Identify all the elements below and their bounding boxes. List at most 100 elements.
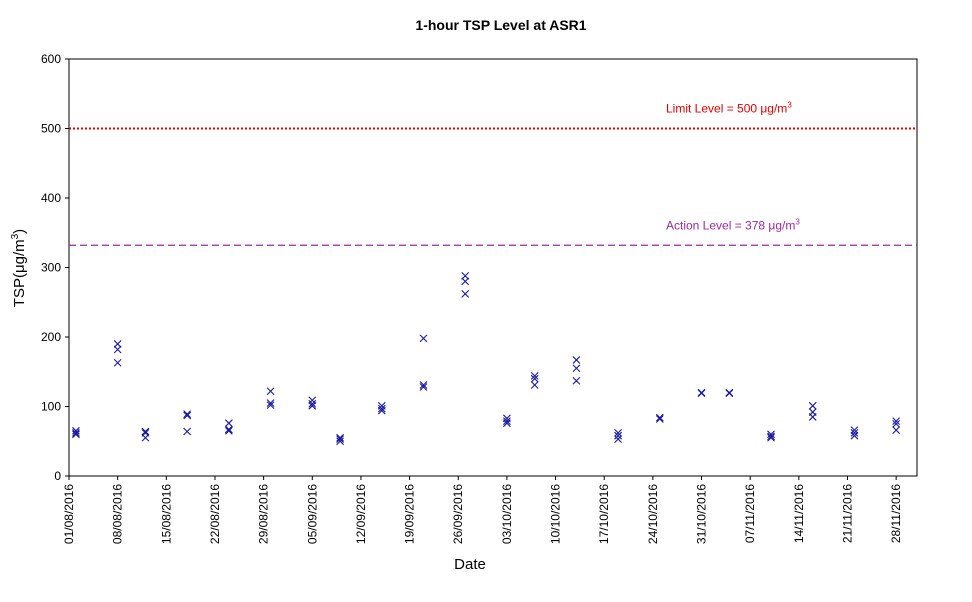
- x-tick-label: 08/08/2016: [111, 484, 125, 544]
- x-tick-label: 26/09/2016: [451, 484, 465, 544]
- data-point: [113, 358, 122, 367]
- limit-level-label: Limit Level = 500 μg/m3: [666, 101, 792, 116]
- x-tick-label: 19/09/2016: [403, 484, 417, 544]
- data-point: [614, 429, 623, 437]
- x-tick-label: 17/10/2016: [597, 484, 611, 544]
- y-axis-title-end: ): [11, 229, 28, 234]
- data-point: [377, 406, 386, 415]
- data-point: [572, 364, 581, 373]
- y-axis: 0 100 200 300 400 500 600: [41, 52, 69, 483]
- x-tick-label: 10/10/2016: [549, 484, 563, 544]
- data-point: [266, 399, 275, 407]
- data-point: [767, 430, 775, 439]
- data-points: [72, 271, 901, 446]
- x-tick-label: 03/10/2016: [500, 484, 514, 544]
- chart-title: 1-hour TSP Level at ASR1: [415, 17, 586, 33]
- x-tick-label: 01/08/2016: [62, 484, 76, 544]
- data-point: [266, 387, 275, 396]
- data-point: [419, 334, 428, 343]
- data-point: [892, 419, 901, 428]
- data-point: [72, 429, 80, 437]
- data-point: [308, 401, 317, 410]
- data-point: [808, 413, 817, 421]
- y-tick-label: 200: [41, 330, 61, 344]
- x-tick-label: 15/08/2016: [159, 484, 173, 544]
- data-point: [308, 396, 317, 405]
- data-point: [183, 410, 192, 419]
- data-point: [850, 429, 859, 437]
- y-tick-label: 600: [41, 52, 61, 66]
- x-tick-label: 24/10/2016: [646, 484, 660, 544]
- data-point: [419, 383, 428, 391]
- data-point: [461, 277, 470, 286]
- data-point: [697, 389, 706, 398]
- y-tick-label: 400: [41, 191, 61, 205]
- action-level-label: Action Level = 378 μg/m3: [666, 217, 800, 232]
- data-point: [655, 415, 664, 423]
- y-tick-label: 300: [41, 261, 61, 275]
- data-point: [850, 431, 859, 440]
- data-point: [572, 376, 581, 385]
- data-point: [808, 401, 817, 410]
- data-point: [850, 426, 859, 435]
- data-point: [767, 432, 775, 441]
- data-point: [892, 417, 901, 425]
- ref-label-superscript: 3: [787, 101, 792, 110]
- ref-label-superscript: 3: [795, 217, 800, 226]
- data-point: [725, 389, 734, 398]
- x-tick-label: 28/11/2016: [889, 484, 903, 543]
- x-tick-label: 14/11/2016: [792, 484, 806, 543]
- data-point: [892, 426, 901, 435]
- data-point: [308, 399, 317, 408]
- data-point: [336, 437, 344, 446]
- data-point: [224, 425, 233, 434]
- data-point: [141, 433, 150, 442]
- x-axis: 01/08/2016 08/08/2016 15/08/2016 22/08/2016…: [62, 476, 903, 544]
- data-point: [503, 417, 511, 425]
- data-point: [224, 419, 233, 428]
- x-tick-label: 22/08/2016: [208, 484, 222, 544]
- data-point: [655, 413, 664, 422]
- data-point: [461, 290, 470, 298]
- x-tick-label: 31/10/2016: [695, 484, 709, 544]
- y-tick-label: 100: [41, 400, 61, 414]
- ref-label-main: Action Level = 378 μg/m: [666, 218, 795, 232]
- data-point: [183, 427, 192, 436]
- data-point: [530, 381, 539, 389]
- data-point: [266, 401, 275, 409]
- data-point: [336, 435, 344, 444]
- x-tick-label: 07/11/2016: [743, 484, 757, 543]
- data-point: [461, 271, 470, 280]
- data-point: [336, 433, 344, 442]
- y-axis-title-main: TSP(μg/m: [11, 239, 28, 307]
- data-point: [530, 372, 539, 380]
- data-point: [614, 435, 623, 444]
- data-point: [614, 431, 623, 440]
- y-tick-label: 500: [41, 122, 61, 136]
- y-axis-title: TSP(μg/m3): [10, 229, 28, 307]
- x-axis-title: Date: [454, 556, 486, 573]
- data-point: [419, 381, 428, 389]
- x-tick-label: 12/09/2016: [354, 484, 368, 544]
- ref-label-main: Limit Level = 500 μg/m: [666, 102, 787, 116]
- data-point: [530, 374, 539, 383]
- data-point: [503, 419, 511, 428]
- x-tick-label: 21/11/2016: [840, 484, 854, 543]
- data-point: [141, 427, 150, 436]
- y-tick-label: 0: [54, 469, 61, 483]
- x-tick-label: 29/08/2016: [257, 484, 271, 544]
- data-point: [767, 433, 775, 442]
- data-point: [113, 340, 122, 348]
- data-point: [183, 411, 192, 420]
- data-point: [72, 426, 80, 435]
- data-point: [377, 404, 386, 413]
- y-axis-title-superscript: 3: [10, 233, 21, 239]
- data-point: [113, 345, 122, 354]
- data-point: [72, 430, 80, 439]
- x-tick-label: 05/09/2016: [305, 484, 319, 544]
- data-point: [224, 426, 233, 435]
- data-point: [572, 356, 581, 364]
